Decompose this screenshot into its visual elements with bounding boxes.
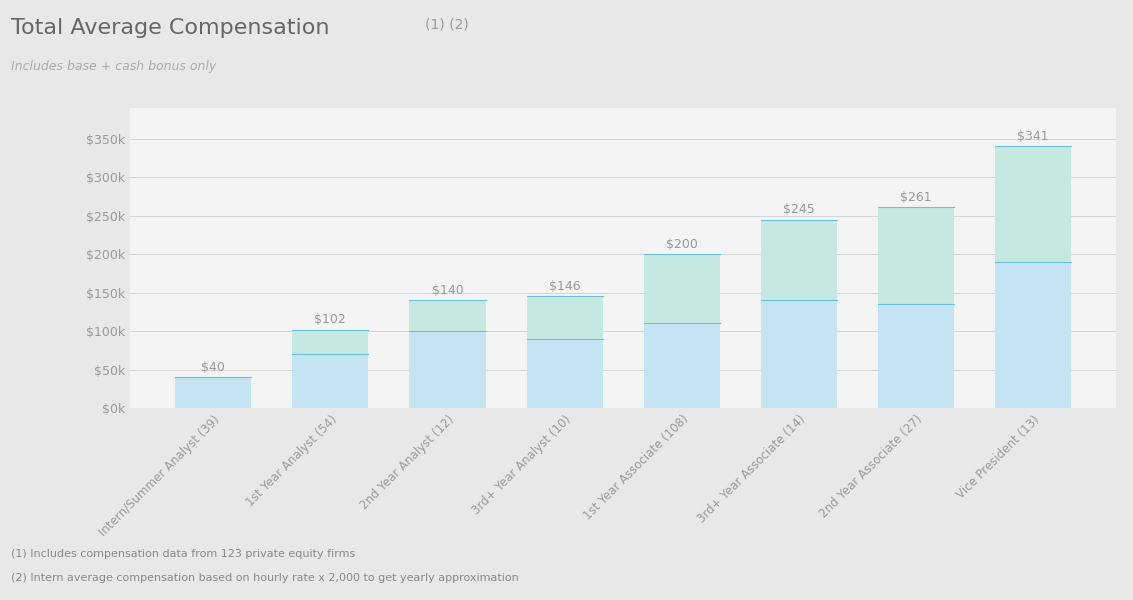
Text: $245: $245 (783, 203, 815, 217)
Text: $146: $146 (548, 280, 580, 293)
Bar (760, 301, 837, 408)
Text: $200: $200 (666, 238, 698, 251)
Bar (878, 207, 954, 304)
Bar (176, 377, 252, 408)
Bar (527, 339, 603, 408)
Bar (292, 354, 368, 408)
Bar (527, 296, 603, 339)
Bar (409, 301, 486, 331)
Bar (644, 254, 719, 323)
Bar (760, 220, 837, 301)
Text: (1) Includes compensation data from 123 private equity firms: (1) Includes compensation data from 123 … (11, 549, 356, 559)
Text: (1) (2): (1) (2) (425, 18, 469, 32)
Text: $40: $40 (202, 361, 225, 374)
Bar (995, 146, 1071, 262)
Text: (2) Intern average compensation based on hourly rate x 2,000 to get yearly appro: (2) Intern average compensation based on… (11, 573, 519, 583)
Text: $102: $102 (315, 313, 347, 326)
Text: $341: $341 (1017, 130, 1049, 143)
Text: Total Average Compensation: Total Average Compensation (11, 18, 337, 38)
Bar (409, 331, 486, 408)
Text: Includes base + cash bonus only: Includes base + cash bonus only (11, 60, 216, 73)
Text: $261: $261 (901, 191, 931, 204)
Bar (644, 323, 719, 408)
Bar (878, 304, 954, 408)
Bar (292, 329, 368, 354)
Bar (995, 262, 1071, 408)
Text: $140: $140 (432, 284, 463, 297)
